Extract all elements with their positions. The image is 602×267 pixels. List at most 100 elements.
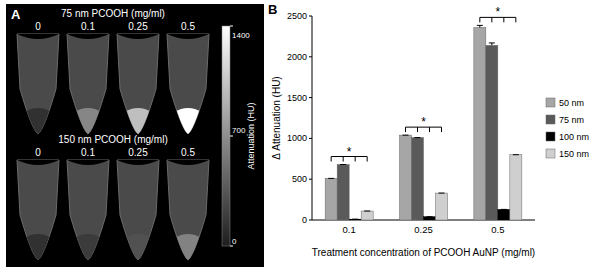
bar <box>361 211 373 220</box>
y-tick <box>309 56 312 57</box>
error-bar <box>415 137 421 138</box>
pellet <box>120 108 156 136</box>
row-title: 150 nm PCOOH (mg/ml) <box>58 134 167 145</box>
error-cap <box>427 216 433 217</box>
colorbar <box>222 26 230 246</box>
pellet-group <box>20 234 56 262</box>
bracket-tick <box>515 17 516 22</box>
legend-swatch <box>546 132 555 141</box>
legend-label: 150 nm <box>559 149 589 159</box>
error-bar <box>513 154 519 155</box>
error-cap <box>501 209 507 210</box>
panel-a-background <box>6 4 264 267</box>
colorbar-tick-label: 700 <box>232 126 246 135</box>
bar <box>498 209 510 220</box>
y-tick-label: 1000 <box>287 133 307 143</box>
tube-cap <box>17 34 59 39</box>
pellet <box>20 234 56 262</box>
bar <box>325 178 337 220</box>
error-bar <box>364 211 370 212</box>
concentration-label: 0.5 <box>181 147 195 158</box>
error-bar <box>501 209 507 210</box>
tube-cap <box>167 34 209 39</box>
error-cap <box>477 25 483 26</box>
error-cap <box>364 211 370 212</box>
tube-cap <box>117 34 159 39</box>
y-tick <box>309 16 312 17</box>
y-tick <box>309 138 312 139</box>
x-tick-label: 0.25 <box>414 224 433 235</box>
bracket-tick <box>331 157 332 162</box>
figure-svg: A 75 nm PCOOH (mg/ml) 0 0.1 0.25 0.5 150 nm PC… <box>0 0 602 267</box>
concentration-label: 0.1 <box>81 147 95 158</box>
pellet-group <box>120 234 156 262</box>
bracket-tick <box>417 127 418 132</box>
error-bar <box>352 219 358 220</box>
error-bar <box>403 135 409 136</box>
panel-label: B <box>268 2 277 17</box>
figure: A 75 nm PCOOH (mg/ml) 0 0.1 0.25 0.5 150 nm PC… <box>0 0 602 267</box>
panel-label: A <box>11 7 21 22</box>
error-cap <box>415 137 421 138</box>
y-tick-label: 1500 <box>287 93 307 103</box>
significance-label: * <box>347 145 352 159</box>
legend-label: 50 nm <box>559 98 584 108</box>
tube-cap <box>117 160 159 165</box>
pellet <box>20 108 56 136</box>
bars <box>325 25 522 220</box>
bracket-tick <box>355 157 356 162</box>
pellet-group <box>70 108 106 136</box>
error-bar <box>340 164 346 165</box>
bracket-tick <box>479 17 480 22</box>
y-tick <box>309 220 312 221</box>
y-tick <box>309 179 312 180</box>
row-title: 75 nm PCOOH (mg/ml) <box>61 8 165 19</box>
tube-cap <box>67 160 109 165</box>
pellet <box>170 108 206 136</box>
bracket-tick <box>441 127 442 132</box>
error-cap <box>403 135 409 136</box>
error-cap <box>328 178 334 179</box>
bracket-tick <box>405 127 406 132</box>
concentration-label: 0 <box>35 147 41 158</box>
pellet-group <box>170 108 206 136</box>
legend-label: 75 nm <box>559 115 584 125</box>
y-tick <box>309 97 312 98</box>
error-cap <box>439 193 445 194</box>
error-cap <box>352 219 358 220</box>
colorbar-tick <box>230 26 233 27</box>
pellet <box>70 234 106 262</box>
error-bar <box>328 178 334 179</box>
legend-swatch <box>546 149 555 158</box>
tube-cap <box>167 160 209 165</box>
error-bar <box>477 25 483 27</box>
error-bar <box>427 216 433 217</box>
concentration-label: 0.5 <box>181 21 195 32</box>
concentration-label: 0 <box>35 21 41 32</box>
legend-swatch <box>546 98 555 107</box>
pellet-group <box>120 108 156 136</box>
bar <box>349 219 361 220</box>
pellet <box>170 234 206 262</box>
bar <box>436 193 448 220</box>
colorbar-tick <box>230 136 233 137</box>
bar <box>412 138 424 220</box>
bar <box>486 45 498 220</box>
legend-label: 100 nm <box>559 132 589 142</box>
concentration-label: 0.1 <box>81 21 95 32</box>
colorbar-label: Attenuation (HU) <box>246 102 256 169</box>
bracket-tick <box>503 17 504 22</box>
y-axis-label: Δ Attenuation (HU) <box>271 76 282 159</box>
tube-cap <box>17 160 59 165</box>
pellet <box>70 108 106 136</box>
bar <box>510 155 522 220</box>
significance-label: * <box>495 5 500 19</box>
y-tick-label: 0 <box>302 215 307 225</box>
pellet-group <box>170 234 206 262</box>
concentration-label: 0.25 <box>128 21 148 32</box>
bracket-tick <box>491 17 492 22</box>
bar <box>474 27 486 220</box>
pellet-group <box>20 108 56 136</box>
error-cap <box>513 154 519 155</box>
x-axis-label: Treatment concentration of PCOOH AuNP (m… <box>312 247 535 258</box>
